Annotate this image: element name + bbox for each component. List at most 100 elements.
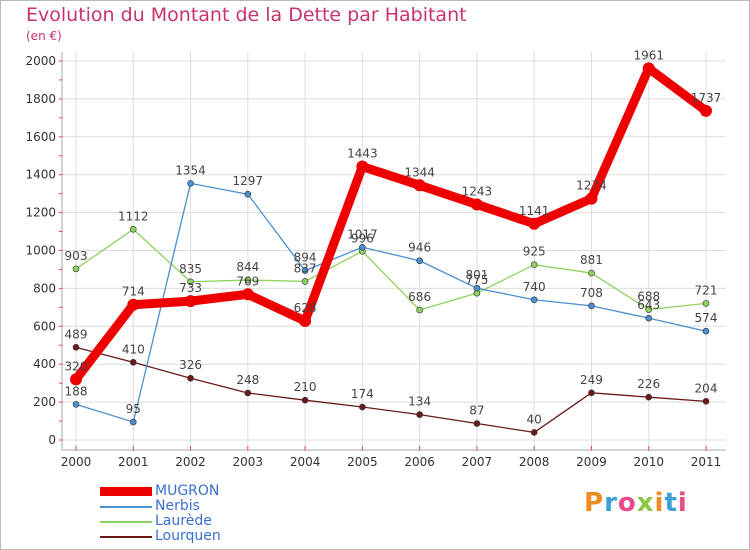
- data-point-mugron: [585, 192, 598, 205]
- data-label-lourquen: 410: [122, 342, 145, 356]
- data-point-laurde: [244, 276, 252, 284]
- data-label-lourquen: 134: [408, 395, 431, 409]
- data-point-laurde: [187, 278, 194, 286]
- y-tick-label: 1200: [25, 206, 56, 220]
- data-point-lourquen: [72, 344, 80, 351]
- data-point-laurde: [588, 269, 595, 277]
- data-point-laurde: [72, 265, 80, 273]
- data-point-mugron: [528, 217, 541, 230]
- x-tick-label: 2008: [519, 455, 550, 469]
- data-label-nerbis: 894: [294, 251, 317, 265]
- chart-subtitle: (en €): [26, 29, 62, 43]
- legend-swatch-laurede: [100, 521, 152, 523]
- data-label-mugron: 1961: [633, 48, 664, 62]
- data-point-mugron: [70, 373, 82, 386]
- y-tick-label: 600: [33, 319, 56, 333]
- data-point-nerbis: [359, 243, 366, 251]
- data-label-mugron: 1141: [519, 204, 550, 218]
- data-label-mugron: 1274: [576, 179, 607, 193]
- legend-label-lourquen: Lourquen: [155, 528, 221, 544]
- data-point-nerbis: [588, 302, 595, 310]
- data-point-laurde: [129, 225, 137, 233]
- y-tick-label: 800: [33, 281, 56, 295]
- y-tick-label: 400: [33, 357, 56, 371]
- data-point-lourquen: [244, 389, 252, 397]
- data-point-mugron: [299, 314, 312, 327]
- data-label-lourquen: 87: [469, 404, 484, 418]
- data-label-nerbis: 574: [695, 311, 718, 325]
- data-label-lourquen: 249: [580, 373, 603, 387]
- data-label-mugron: 628: [294, 301, 317, 315]
- data-point-lourquen: [301, 396, 309, 404]
- x-tick-label: 2003: [233, 455, 264, 469]
- brand-letter: t: [664, 488, 678, 518]
- data-label-mugron: 733: [179, 281, 202, 295]
- data-point-mugron: [413, 179, 426, 192]
- x-tick-label: 2006: [404, 455, 435, 469]
- data-label-lourquen: 204: [695, 381, 718, 395]
- data-label-laurde: 881: [580, 253, 603, 267]
- y-tick-label: 1600: [25, 130, 56, 144]
- x-tick-label: 2009: [576, 455, 607, 469]
- data-label-laurde: 688: [637, 290, 660, 304]
- data-label-nerbis: 643: [637, 298, 660, 312]
- legend-label-laurede: Laurède: [155, 513, 212, 529]
- data-label-lourquen: 210: [294, 380, 317, 394]
- data-point-lourquen: [645, 393, 653, 401]
- data-point-mugron: [642, 62, 655, 75]
- data-point-lourquen: [187, 374, 194, 382]
- x-tick-label: 2010: [633, 455, 664, 469]
- x-tick-label: 2007: [462, 455, 493, 469]
- data-label-nerbis: 708: [580, 286, 603, 300]
- series-line-nerbis: [75, 182, 707, 423]
- data-label-nerbis: 1297: [233, 174, 264, 188]
- data-point-lourquen: [129, 359, 137, 366]
- data-label-mugron: 320: [65, 359, 88, 373]
- data-point-laurde: [645, 306, 653, 313]
- data-label-mugron: 1344: [404, 165, 435, 179]
- data-point-mugron: [127, 298, 140, 311]
- data-label-laurde: 925: [523, 245, 546, 259]
- data-label-mugron: 1243: [462, 184, 493, 198]
- data-label-laurde: 903: [65, 249, 88, 263]
- brand-logo: Proxiti: [584, 488, 688, 518]
- data-point-nerbis: [244, 190, 252, 198]
- data-label-nerbis: 801: [465, 268, 488, 282]
- data-label-laurde: 686: [408, 290, 431, 304]
- data-point-nerbis: [530, 296, 538, 304]
- legend-swatch-lourquen: [100, 536, 152, 538]
- data-label-nerbis: 1354: [175, 163, 206, 177]
- y-tick-label: 1800: [25, 92, 56, 106]
- data-point-mugron: [356, 160, 369, 173]
- brand-letter: P: [584, 488, 605, 518]
- data-point-lourquen: [702, 398, 710, 405]
- data-point-nerbis: [72, 401, 80, 408]
- data-label-laurde: 837: [294, 261, 317, 275]
- data-label-lourquen: 40: [527, 412, 542, 426]
- data-label-laurde: 775: [465, 273, 488, 287]
- data-point-lourquen: [473, 420, 481, 427]
- series-line-lourquen: [75, 346, 707, 434]
- data-label-mugron: 1737: [691, 91, 722, 105]
- brand-letter: r: [604, 488, 618, 518]
- data-label-lourquen: 226: [637, 377, 660, 391]
- data-label-laurde: 844: [236, 260, 259, 274]
- data-label-lourquen: 489: [65, 327, 88, 341]
- data-point-laurde: [416, 306, 423, 314]
- data-label-nerbis: 740: [523, 280, 546, 294]
- y-tick-label: 0: [48, 433, 56, 447]
- data-label-lourquen: 326: [179, 358, 202, 372]
- legend-label-mugron: MUGRON: [155, 483, 220, 499]
- data-point-nerbis: [645, 314, 653, 322]
- data-point-nerbis: [301, 267, 309, 274]
- brand-letter: i: [677, 488, 688, 518]
- data-point-nerbis: [702, 327, 710, 335]
- series-line-laurde: [75, 228, 707, 311]
- data-label-lourquen: 174: [351, 387, 374, 401]
- data-point-nerbis: [473, 284, 481, 292]
- data-point-nerbis: [416, 257, 423, 265]
- y-tick-label: 2000: [25, 54, 56, 68]
- data-point-lourquen: [530, 429, 538, 436]
- data-point-mugron: [184, 295, 197, 308]
- data-label-mugron: 769: [236, 274, 259, 288]
